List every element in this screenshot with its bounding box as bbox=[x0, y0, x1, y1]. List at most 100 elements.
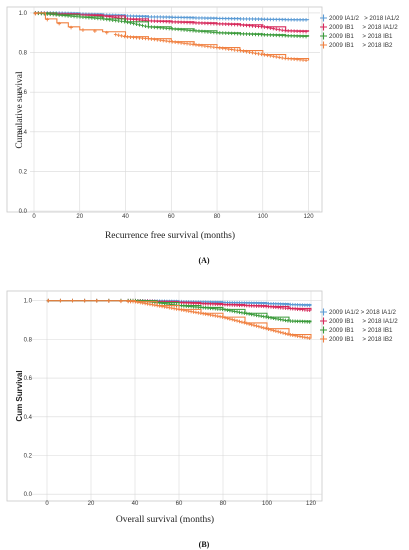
chart-a-censor-mark-3 bbox=[93, 29, 97, 33]
chart-b: 0.0 0.2 0.4 0.6 0.8 1.0 0 20 40 60 80 100 120 bbox=[24, 291, 322, 507]
chart-a-censor-mark-3 bbox=[268, 54, 273, 58]
chart-a-x-tick-label: 100 bbox=[258, 214, 269, 220]
chart-a-y-tick-label: 0.2 bbox=[19, 169, 28, 175]
chart-b-censor-mark-3 bbox=[266, 327, 271, 331]
chart-b-x-tick-label: 40 bbox=[132, 501, 139, 507]
chart-a-censor-mark-3 bbox=[45, 17, 50, 22]
chart-b-legend-entry-0: 2009 IA1/2 > 2018 IA1/2 bbox=[329, 309, 396, 316]
chart-b-legend-entry-2: 2009 IB1 > 2018 IB1 bbox=[329, 327, 393, 334]
chart-a-censor-mark-1 bbox=[262, 25, 267, 29]
chart-a-censor-mark-2 bbox=[125, 20, 130, 25]
chart-b-censor-mark-3 bbox=[82, 298, 87, 303]
chart-b-censor-mark-3 bbox=[58, 298, 63, 303]
chart-a-censor-mark-0 bbox=[304, 18, 308, 22]
chart-a-censor-mark-1 bbox=[280, 28, 285, 32]
chart-a-legend-marker-2 bbox=[320, 32, 327, 40]
panel-label-a: (A) bbox=[198, 256, 209, 265]
chart-a-censor-mark-3 bbox=[271, 54, 276, 59]
chart-a-censor-mark-1 bbox=[274, 27, 279, 31]
chart-a-censor-mark-1 bbox=[277, 27, 282, 32]
chart-a-censor-mark-3 bbox=[259, 52, 264, 57]
chart-b-censor-mark-3 bbox=[257, 324, 261, 329]
chart-a-y-tick-label: 0.0 bbox=[19, 209, 28, 215]
chart-a-censor-mark-3 bbox=[250, 50, 255, 55]
chart-b-censor-mark-3 bbox=[269, 327, 273, 332]
chart-a-censor-mark-3 bbox=[104, 30, 109, 35]
chart-a-legend-entry-1: 2009 IB1 > 2018 IA1/2 bbox=[329, 24, 398, 31]
chart-a-legend-entry-0: 2009 IA1/2 > 2018 IA1/2 bbox=[329, 15, 400, 22]
chart-a-censor-mark-2 bbox=[131, 21, 136, 26]
chart-b-censor-mark-3 bbox=[278, 330, 283, 335]
chart-b-censor-mark-3 bbox=[237, 319, 242, 324]
chart-a-x-tick-label: 0 bbox=[32, 214, 36, 220]
chart-b-legend-marker-0 bbox=[320, 308, 327, 316]
chart-b-censor-mark-3 bbox=[276, 329, 281, 334]
chart-b-censor-mark-3 bbox=[264, 326, 268, 331]
legend-a: 2009 IA1/2 > 2018 IA1/2 2009 IB1 > 2018 I… bbox=[320, 14, 400, 49]
chart-a-censor-mark-3 bbox=[113, 32, 118, 37]
chart-b-censor-mark-3 bbox=[223, 315, 227, 320]
chart-a-censor-mark-3 bbox=[253, 51, 258, 56]
chart-b-censor-mark-3 bbox=[244, 321, 249, 326]
chart-b-censor-mark-3 bbox=[249, 322, 254, 327]
chart-b-y-tick-label: 0.6 bbox=[24, 376, 33, 382]
chart-b-y-tick-label: 0.0 bbox=[24, 492, 33, 498]
chart-a-censor-mark-2 bbox=[128, 21, 133, 25]
chart-b-y-tick-label: 0.4 bbox=[24, 415, 33, 421]
chart-a-y-tick-label: 1.0 bbox=[19, 11, 28, 17]
chart-a: 0.0 0.2 0.4 0.6 0.8 1.0 0 20 40 60 80 100 120 bbox=[19, 7, 320, 220]
chart-b-legend-marker-3 bbox=[320, 335, 327, 343]
chart-b-censor-mark-3 bbox=[119, 299, 123, 304]
chart-b-series-line-3 bbox=[47, 300, 312, 339]
chart-b-censor-mark-3 bbox=[286, 332, 290, 337]
chart-a-censor-mark-3 bbox=[241, 49, 246, 54]
chart-a-censor-mark-2 bbox=[137, 23, 142, 27]
chart-b-censor-mark-3 bbox=[261, 326, 266, 330]
chart-b-censor-mark-3 bbox=[274, 329, 278, 333]
chart-a-x-tick-label: 80 bbox=[214, 214, 221, 220]
chart-b-censor-mark-3 bbox=[232, 318, 237, 323]
chart-b-censor-mark-3 bbox=[70, 298, 75, 303]
chart-b-y-tick-label: 0.8 bbox=[24, 337, 33, 343]
chart-b-censor-mark-3 bbox=[242, 320, 247, 325]
chart-a-censor-mark-3 bbox=[262, 53, 267, 57]
chart-b-x-tick-label: 20 bbox=[88, 501, 95, 507]
chart-a-x-tick-label: 120 bbox=[304, 214, 315, 220]
chart-b-censor-mark-3 bbox=[281, 331, 285, 335]
x-axis-label-b: Overall survival (months) bbox=[116, 514, 214, 525]
chart-a-censor-mark-3 bbox=[256, 51, 261, 56]
chart-b-censor-mark-3 bbox=[235, 319, 239, 323]
chart-a-x-tick-label: 20 bbox=[76, 214, 83, 220]
chart-a-censor-mark-3 bbox=[119, 34, 124, 38]
chart-b-y-tick-label: 1.0 bbox=[24, 299, 33, 305]
chart-a-censor-mark-3 bbox=[277, 55, 282, 60]
chart-b-legend-entry-1: 2009 IB1 > 2018 IA1/2 bbox=[329, 318, 398, 325]
plot-area-b bbox=[6, 290, 323, 502]
chart-b-x-tick-label: 100 bbox=[262, 501, 273, 507]
chart-b-censor-mark-3 bbox=[307, 336, 312, 340]
chart-a-censor-mark-3 bbox=[57, 21, 61, 26]
chart-b-legend-marker-2 bbox=[320, 326, 327, 334]
chart-b-censor-mark-3 bbox=[254, 324, 259, 328]
chart-a-censor-mark-3 bbox=[81, 28, 85, 32]
chart-b-x-tick-label: 0 bbox=[45, 501, 49, 507]
panel-label-b: (B) bbox=[199, 540, 210, 549]
chart-a-censor-mark-3 bbox=[265, 53, 270, 58]
chart-b-y-tick-label: 0.2 bbox=[24, 453, 33, 459]
chart-a-censor-mark-1 bbox=[265, 25, 270, 30]
x-axis-label-a: Recurrence free survival (months) bbox=[105, 230, 235, 241]
chart-b-censor-mark-3 bbox=[271, 328, 276, 333]
chart-a-censor-mark-3 bbox=[69, 25, 73, 30]
chart-a-censor-mark-3 bbox=[116, 33, 121, 38]
chart-a-legend-marker-1 bbox=[320, 23, 327, 31]
chart-a-censor-mark-1 bbox=[268, 26, 273, 30]
chart-a-censor-mark-3 bbox=[33, 11, 38, 16]
chart-b-censor-mark-3 bbox=[107, 299, 111, 303]
chart-a-censor-mark-3 bbox=[247, 50, 252, 55]
chart-a-x-tick-label: 40 bbox=[122, 214, 129, 220]
chart-a-y-tick-label: 0.8 bbox=[19, 51, 28, 57]
chart-a-y-tick-label: 0.6 bbox=[19, 90, 28, 96]
chart-a-censor-mark-1 bbox=[271, 26, 276, 31]
chart-b-x-tick-label: 60 bbox=[176, 501, 183, 507]
chart-b-censor-mark-3 bbox=[252, 323, 256, 328]
